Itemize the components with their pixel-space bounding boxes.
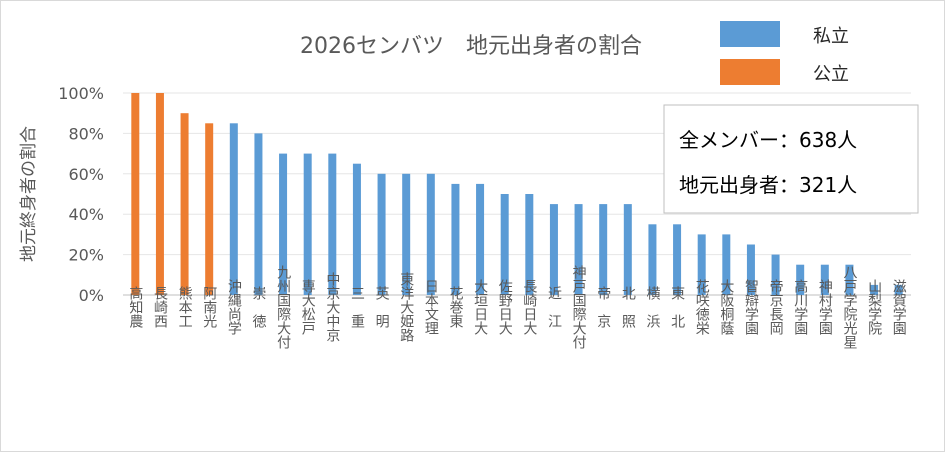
bar <box>894 284 903 295</box>
bar <box>820 264 829 295</box>
bar <box>599 204 608 295</box>
legend-swatch-public <box>720 59 780 85</box>
bar <box>451 183 460 295</box>
y-tick-label: 60% <box>68 165 104 184</box>
bar <box>402 173 411 295</box>
bar <box>205 123 214 295</box>
bar <box>500 194 509 295</box>
y-tick-label: 0% <box>79 286 104 305</box>
bar <box>845 264 854 295</box>
x-tick-label: 神戸国際大付 <box>571 265 587 350</box>
x-tick-label: 英 明 <box>374 285 390 329</box>
bar <box>476 183 485 295</box>
x-tick-label: 長崎日大 <box>521 279 537 335</box>
x-tick-label: 阿南光 <box>201 286 217 329</box>
x-tick-label: 高川学園 <box>792 278 808 335</box>
bars <box>131 93 903 295</box>
legend-label-private: 私立 <box>813 26 849 47</box>
y-tick-labels: 0% 20% 40% 60% 80% 100% <box>58 84 104 305</box>
annotation-line-2: 地元出身者：321人 <box>679 173 857 197</box>
bar <box>870 284 879 295</box>
x-tick-label: 日本文理 <box>423 279 439 335</box>
bar <box>722 234 731 295</box>
bar <box>155 93 164 295</box>
bar <box>279 153 288 295</box>
x-tick-label: 山梨学院 <box>866 279 882 336</box>
legend: 私立 公立 <box>720 21 849 85</box>
x-tick-label: 佐野日大 <box>497 279 513 335</box>
bar <box>303 153 312 295</box>
bar <box>673 224 682 295</box>
x-tick-label: 近 江 <box>546 286 562 328</box>
x-tick-label: 神村学園 <box>817 279 833 335</box>
x-tick-label: 八戸学院光星 <box>841 265 857 349</box>
x-tick-label: 横 浜 <box>644 286 660 328</box>
y-tick-label: 20% <box>68 246 104 265</box>
y-tick-label: 80% <box>68 124 104 143</box>
x-tick-label: 帝京長岡 <box>768 279 784 336</box>
legend-swatch-private <box>720 21 780 47</box>
x-tick-label: 熊本工 <box>177 286 193 328</box>
x-tick-label: 大垣日大 <box>472 279 488 335</box>
x-tick-label: 東洋大姫路 <box>398 272 414 342</box>
bar <box>525 194 534 295</box>
x-tick-label: 三 重 <box>349 286 365 328</box>
bar <box>771 254 780 295</box>
bar <box>574 204 583 295</box>
y-tick-label: 40% <box>68 205 104 224</box>
legend-label-public: 公立 <box>813 64 849 85</box>
x-tick-label: 九州国際大付 <box>275 265 291 350</box>
bar <box>328 153 337 295</box>
annotation-line-1: 全メンバー：638人 <box>679 128 857 152</box>
x-tick-label: 花巻東 <box>447 286 463 328</box>
x-tick-label: 大阪桐蔭 <box>718 279 734 335</box>
x-tick-label: 東 北 <box>669 286 685 329</box>
bar <box>254 133 263 295</box>
y-axis-label: 地元終身者の割合 <box>19 126 39 262</box>
annotation-box: 全メンバー：638人 地元出身者：321人 <box>663 104 919 214</box>
bar <box>648 224 657 295</box>
bar <box>426 173 435 295</box>
y-tick-label: 100% <box>58 84 104 103</box>
x-tick-label: 長崎西 <box>152 286 168 328</box>
x-tick-labels: 高知農 長崎西 熊本工 阿南光 沖縄尚学崇 徳九州国際大付 専大松戸 中京大中京三 重英 明… <box>127 265 906 350</box>
x-tick-label: 帝 京 <box>595 286 611 328</box>
x-tick-label: 花咲徳栄 <box>694 279 710 335</box>
bar <box>796 264 805 295</box>
x-tick-label: 中京大中京 <box>324 272 340 342</box>
x-tick-label: 崇 徳 <box>250 286 266 328</box>
x-tick-label: 高知農 <box>127 285 143 328</box>
bar <box>180 113 189 295</box>
x-tick-label: 沖縄尚学 <box>226 279 242 335</box>
bar <box>131 93 140 295</box>
bar <box>549 204 558 295</box>
bar <box>697 234 706 295</box>
x-tick-label: 北 照 <box>620 286 636 328</box>
chart-title: 2026センバツ 地元出身者の割合 <box>300 34 642 59</box>
x-tick-label: 智辯学園 <box>743 279 759 335</box>
bar <box>623 204 632 295</box>
x-tick-label: 滋賀学園 <box>891 279 907 335</box>
bar <box>377 173 386 295</box>
gridlines <box>123 92 911 296</box>
bar <box>229 123 238 295</box>
x-tick-label: 専大松戸 <box>300 279 316 335</box>
bar <box>746 244 755 295</box>
bar <box>352 163 361 295</box>
